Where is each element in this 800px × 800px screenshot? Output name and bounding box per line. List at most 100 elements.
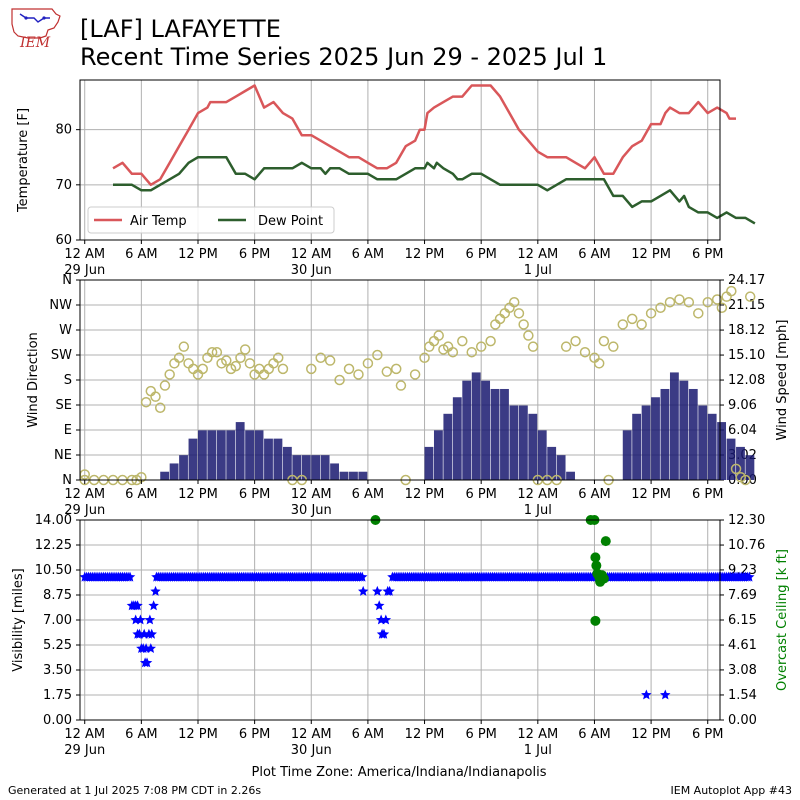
vis-xtick-label: 12 PM — [178, 727, 218, 742]
wind-speed-bar — [254, 430, 264, 480]
wind-direction-point — [154, 402, 166, 414]
wind-direction-point — [159, 380, 171, 391]
wind-direction-point — [244, 358, 256, 369]
vis-ytick-label: 8.75 — [43, 588, 72, 603]
wind-speed-bar — [282, 446, 292, 480]
visibility-point — [358, 585, 369, 596]
wind-dir-tick-label: NE — [54, 448, 72, 463]
dew-point-line — [113, 155, 756, 225]
wind-direction-point — [527, 341, 539, 352]
wind-direction-point — [499, 308, 511, 319]
temp-date-label: 1 Jul — [524, 263, 552, 278]
wind-date-label: 30 Jun — [291, 503, 332, 518]
wind-direction-point — [164, 369, 175, 380]
wind-speed-bar — [669, 372, 679, 480]
wind-direction-point — [674, 294, 685, 305]
wind-xtick-label: 6 AM — [352, 487, 385, 502]
wind-direction-point — [353, 369, 364, 380]
vis-frame — [79, 519, 721, 721]
temp-xtick-label: 6 AM — [352, 247, 385, 262]
visibility-point — [380, 614, 392, 625]
wind-speed-bar — [518, 405, 528, 480]
wind-direction-point — [513, 308, 525, 319]
visibility-point — [374, 600, 385, 611]
wind-direction-point — [372, 349, 383, 361]
temp-xtick-label: 12 AM — [64, 247, 105, 262]
wind-direction-point — [334, 374, 345, 386]
wind-direction-point — [268, 358, 279, 369]
x-axis-label: Plot Time Zone: America/Indiana/Indianap… — [252, 765, 547, 780]
vis-xtick-label: 12 AM — [64, 727, 105, 742]
wind-speed-bar — [207, 430, 217, 480]
wind-dir-tick-label: SE — [56, 398, 72, 413]
temp-xtick-label: 12 PM — [405, 247, 445, 262]
wind-speed-bar — [528, 413, 538, 480]
wind-direction-point — [579, 346, 591, 358]
vis-xtick-label: 12 AM — [517, 727, 558, 742]
wind-direction-point — [683, 296, 695, 308]
wind-direction-point — [560, 341, 572, 352]
wind-direction-point — [593, 358, 605, 369]
wind-speed-bar — [433, 430, 443, 480]
visibility-point — [141, 657, 153, 668]
wind-speed-bar — [537, 430, 547, 480]
temp-ylabel: Temperature [F] — [16, 108, 31, 213]
wind-direction-point — [188, 363, 199, 375]
vis-xtick-label: 6 AM — [578, 727, 611, 742]
visibility-point — [146, 628, 157, 639]
wind-direction-point — [655, 302, 666, 314]
wind-direction-point — [645, 308, 657, 319]
wind-speed-bar — [622, 430, 632, 480]
wind-speed-tick-label: 24.17 — [728, 273, 765, 288]
wind-speed-bar — [311, 455, 321, 480]
wind-speed-bar — [320, 455, 330, 480]
temp-xtick-label: 6 AM — [125, 247, 158, 262]
wind-direction-point — [466, 346, 477, 358]
temp-xtick-label: 6 AM — [578, 247, 611, 262]
wind-speed-bar — [160, 471, 170, 480]
wind-direction-point — [485, 335, 496, 347]
wind-direction-point — [626, 313, 638, 325]
wind-direction-point — [447, 346, 459, 358]
wind-direction-point — [145, 385, 157, 397]
wind-speed-bar — [264, 438, 273, 480]
wind-xtick-label: 6 PM — [465, 487, 496, 502]
wind-speed-tick-label: 6.04 — [728, 423, 757, 438]
wind-speed-tick-label: 15.10 — [728, 348, 765, 363]
wind-direction-point — [711, 294, 723, 305]
wind-speed-bar — [235, 422, 245, 480]
temp-xtick-label: 6 PM — [239, 247, 270, 262]
wind-direction-point — [324, 355, 336, 366]
visibility-point — [144, 614, 156, 625]
wind-speed-bar — [651, 397, 660, 480]
wind-direction-point — [390, 363, 402, 375]
wind-direction-point — [277, 363, 289, 375]
ceiling-tick-label: 3.08 — [728, 663, 757, 678]
ceiling-tick-label: 7.69 — [728, 588, 757, 603]
overcast-ceiling-point — [600, 536, 611, 547]
vis-xtick-label: 12 AM — [291, 727, 332, 742]
ceiling-tick-label: 10.76 — [728, 538, 765, 553]
wind-direction-point — [206, 346, 218, 358]
visibility-point — [357, 571, 368, 582]
wind-speed-bar — [424, 446, 434, 480]
wind-xtick-label: 12 PM — [405, 487, 445, 502]
wind-direction-point — [523, 330, 534, 341]
logo-text: IEM — [19, 35, 51, 50]
visibility-point — [150, 585, 161, 596]
wind-direction-point — [221, 355, 232, 366]
wind-direction-point — [183, 358, 194, 369]
vis-ytick-label: 1.75 — [43, 688, 72, 703]
vis-xtick-label: 6 AM — [352, 727, 385, 742]
wind-speed-bar — [179, 455, 188, 480]
wind-direction-point — [570, 335, 581, 347]
wind-direction-point — [254, 363, 265, 375]
wind-direction-point — [740, 474, 751, 486]
vis-ytick-label: 10.50 — [35, 563, 72, 578]
wind-direction-point — [178, 341, 190, 352]
vis-ytick-label: 12.25 — [35, 538, 72, 553]
wind-direction-point — [263, 363, 275, 375]
generated-note: Generated at 1 Jul 2025 7:08 PM CDT in 2… — [8, 784, 262, 797]
wind-direction-point — [173, 352, 185, 364]
